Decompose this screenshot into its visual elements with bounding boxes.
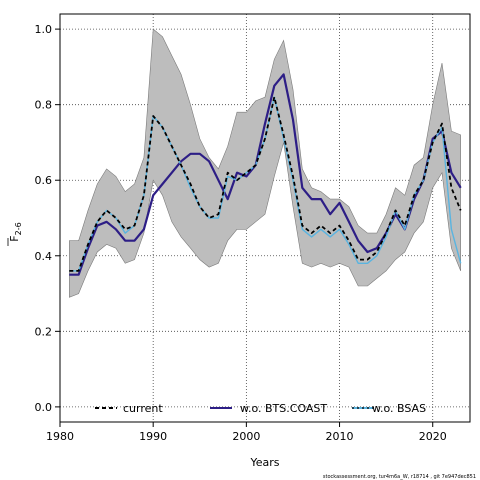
x-axis-title: Years (249, 456, 279, 469)
y-axis-title: F2-6 (7, 222, 23, 246)
plot-frame (59, 13, 471, 423)
series-lines (69, 73, 462, 276)
x-tick-label: 2010 (326, 430, 354, 443)
series-line-1 (69, 73, 462, 276)
y-tick-label: 0.2 (35, 325, 53, 338)
y-tick-label: 1.0 (35, 23, 53, 36)
y-axis: 0.0 0.2 0.4 0.6 0.8 1.0 (35, 23, 60, 414)
confidence-band (69, 28, 461, 298)
legend-label-1: w.o. BTS.COAST (240, 402, 327, 415)
x-axis: 1980 1990 2000 2010 2020 (46, 422, 447, 443)
svg-text:F2-6: F2-6 (8, 222, 23, 241)
y-tick-label: 0.0 (35, 401, 53, 414)
x-tick-label: 2020 (419, 430, 447, 443)
y-axis-title-sub: 2-6 (14, 222, 23, 235)
x-tick-label: 2000 (232, 430, 260, 443)
legend-label-2: w.o. BSAS (372, 402, 426, 415)
y-tick-label: 0.4 (35, 250, 53, 263)
x-tick-label: 1990 (139, 430, 167, 443)
y-tick-label: 0.8 (35, 99, 53, 112)
x-tick-label: 1980 (46, 430, 74, 443)
y-axis-title-main: F (8, 235, 21, 241)
y-tick-label: 0.6 (35, 174, 53, 187)
footer-credit: stockassessment.org, tur4m6a_W, r18714 ,… (323, 474, 476, 480)
series-line-0 (69, 96, 462, 272)
confidence-band-area (69, 28, 461, 298)
legend: current w.o. BTS.COAST w.o. BSAS (95, 402, 426, 415)
legend-label-0: current (123, 402, 163, 415)
